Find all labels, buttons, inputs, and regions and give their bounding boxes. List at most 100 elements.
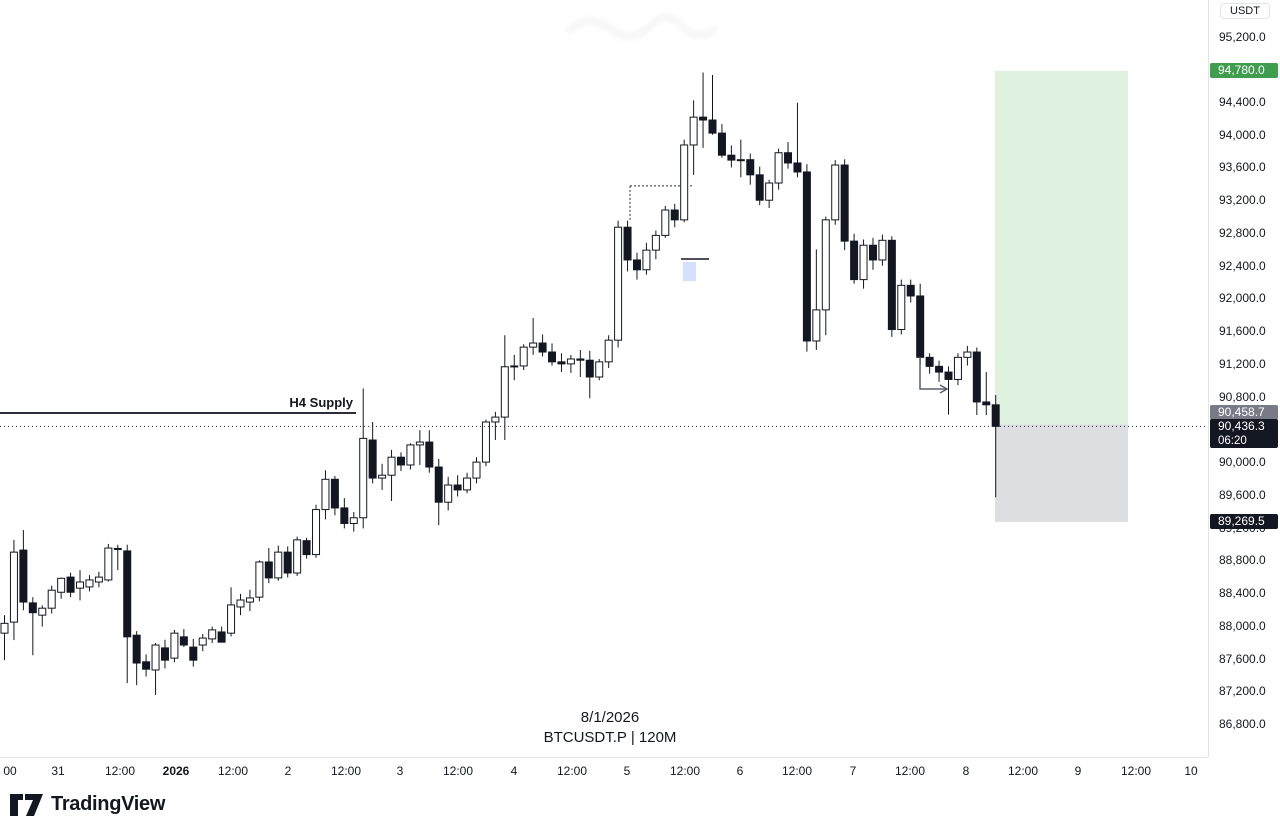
price-tick: 93,600.0 [1219, 160, 1266, 175]
candle-body [387, 456, 396, 476]
candle-body [680, 144, 689, 221]
candle-body [566, 358, 575, 365]
candle-body [991, 404, 1000, 427]
time-tick: 00 [3, 764, 17, 778]
candle-body [623, 226, 632, 261]
candle-body [66, 576, 75, 593]
stop-price-value: 89,269.5 [1218, 514, 1265, 529]
candle-body [746, 159, 755, 176]
candle-body [557, 361, 566, 365]
price-tick: 89,600.0 [1219, 487, 1266, 502]
candle-body [821, 219, 830, 311]
candle-body [47, 589, 56, 609]
candle-body [425, 441, 434, 468]
candle-body [878, 239, 887, 261]
time-tick: 12:00 [1007, 764, 1039, 778]
entry-price-label: 90,458.7 [1210, 405, 1278, 420]
candle-body [38, 607, 47, 616]
target-price-label: 94,780.0 [1210, 63, 1278, 79]
h4-supply-label[interactable]: H4 Supply [289, 395, 353, 410]
price-tick: 92,800.0 [1219, 225, 1266, 240]
price-tick: 92,400.0 [1219, 258, 1266, 273]
candle-body [765, 182, 774, 201]
candle-body [151, 644, 160, 671]
tradingview-logo[interactable]: TradingView [10, 792, 165, 817]
candle-body [906, 284, 915, 297]
time-tick: 12:00 [781, 764, 813, 778]
arrow-drawing[interactable] [919, 357, 947, 390]
candle-body [699, 116, 708, 121]
candle-body [189, 646, 198, 661]
time-tick: 12:00 [330, 764, 362, 778]
position-profit-zone[interactable] [995, 70, 1128, 425]
price-tick: 86,800.0 [1219, 717, 1266, 731]
time-tick: 12:00 [669, 764, 701, 778]
time-tick: 6 [736, 764, 744, 778]
candle-body [302, 540, 311, 556]
candle-body [604, 339, 613, 363]
candle-body [113, 547, 122, 550]
time-axis[interactable]: 00 31 12:00 2026 12:00 2 12:00 3 12:00 4 12:00 5 12:… [0, 757, 1207, 784]
candle-body [784, 152, 793, 164]
candle-body [510, 365, 519, 368]
candle-body [935, 365, 944, 373]
candle-body [378, 474, 387, 479]
candle-body [972, 351, 981, 403]
tradingview-logo-icon [10, 794, 43, 816]
time-tick: 10 [1184, 764, 1198, 778]
chart-watermark: 8/1/2026 BTCUSDT.P | 120M [544, 708, 677, 748]
candle-body [642, 249, 651, 271]
time-tick: 9 [1074, 764, 1082, 778]
position-loss-zone[interactable] [995, 424, 1128, 522]
watermark-date: 8/1/2026 [580, 709, 640, 726]
price-tick: 91,600.0 [1219, 324, 1266, 339]
candle-body [264, 561, 273, 579]
candle-body [793, 162, 802, 173]
candle-body [28, 602, 37, 614]
stop-price-label: 89,269.5 [1210, 514, 1278, 530]
candle-body [160, 647, 169, 661]
time-tick: 12:00 [894, 764, 926, 778]
candle-body [245, 597, 254, 603]
price-tick: 88,000.0 [1219, 618, 1266, 633]
price-tick: 91,200.0 [1219, 356, 1266, 371]
price-tick: 87,600.0 [1219, 651, 1266, 666]
candle-body [0, 622, 9, 634]
candle-body [368, 439, 377, 479]
candle-body [274, 551, 283, 579]
time-tick: 3 [396, 764, 404, 778]
time-tick: 12:00 [1120, 764, 1152, 778]
candle-body [925, 356, 934, 367]
time-tick: 7 [849, 764, 857, 778]
candle-body [208, 629, 217, 640]
time-tick: 2 [284, 764, 292, 778]
time-tick: 12:00 [217, 764, 249, 778]
candle-body [982, 401, 991, 406]
candle-body [736, 159, 745, 162]
candle-body [94, 576, 103, 583]
candle-body [708, 119, 717, 134]
highlight-box[interactable] [683, 262, 696, 282]
candle-body [19, 549, 28, 603]
candle-body [170, 632, 179, 659]
candlestick-chart[interactable]: H4 Supply [0, 0, 1207, 756]
candle-body [651, 234, 660, 251]
currency-button[interactable]: USDT [1220, 3, 1270, 19]
chart-canvas[interactable]: H4 Supply 8/1/2026 BTCUSDT.P | 120M [0, 0, 1207, 756]
candle-body [802, 171, 811, 342]
price-axis[interactable]: USDT 95,200.094,800.094,400.094,000.093,… [1208, 0, 1280, 783]
candle-body [897, 284, 906, 331]
candle-body [576, 358, 585, 361]
candle-body [359, 437, 368, 519]
candle-body [840, 164, 849, 242]
target-price-value: 94,780.0 [1218, 63, 1265, 78]
footer: TradingView [0, 783, 1280, 834]
candle-body [661, 209, 670, 236]
candle-body [614, 226, 623, 341]
candle-body [595, 361, 604, 378]
candle-body [406, 444, 415, 466]
candle-body [850, 240, 859, 281]
candle-body [727, 154, 736, 161]
candle-body [774, 152, 783, 184]
